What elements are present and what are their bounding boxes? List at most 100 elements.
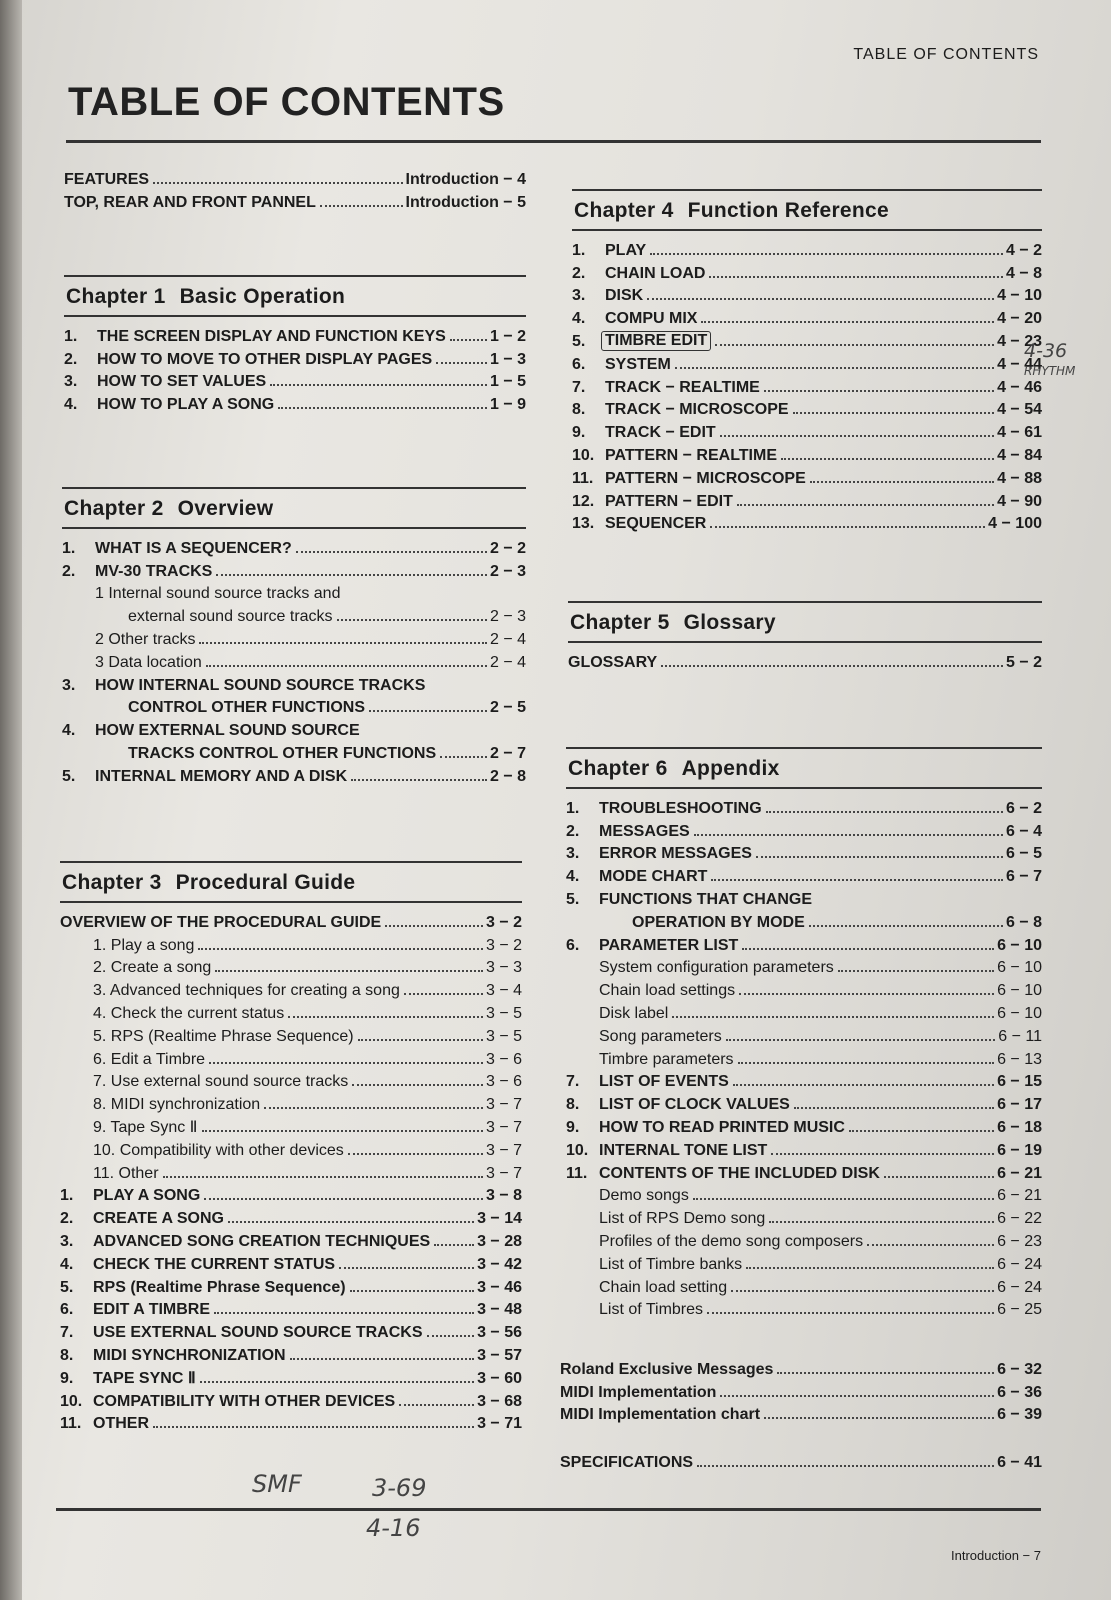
toc-entry[interactable]: 7. LIST OF EVENTS 6 − 15 (566, 1069, 1042, 1092)
toc-entry[interactable]: 9. HOW TO READ PRINTED MUSIC 6 − 18 (566, 1114, 1042, 1137)
toc-entry[interactable]: Profiles of the demo song composers 6 − 2… (566, 1228, 1042, 1251)
toc-entry[interactable]: Chain load setting 6 − 24 (566, 1274, 1042, 1297)
toc-entry[interactable]: MIDI Implementation 6 − 36 (560, 1379, 1042, 1402)
toc-entry[interactable]: 1. PLAY A SONG 3 − 8 (60, 1183, 522, 1206)
toc-entry[interactable]: List of Timbres 6 − 25 (566, 1297, 1042, 1320)
entry-label: CHAIN LOAD (605, 264, 706, 282)
toc-entry[interactable]: 4. MODE CHART 6 − 7 (566, 863, 1042, 886)
toc-entry[interactable]: 5. INTERNAL MEMORY AND A DISK 2 − 8 (62, 763, 526, 786)
toc-entry[interactable]: FEATURES Introduction − 4 (64, 166, 526, 189)
toc-entry[interactable]: external sound source tracks 2 − 3 (62, 603, 526, 626)
dot-leader (205, 664, 487, 667)
toc-entry[interactable]: 12. PATTERN − EDIT 4 − 90 (572, 488, 1042, 511)
toc-entry[interactable]: 10. PATTERN − REALTIME 4 − 84 (572, 442, 1042, 465)
entry-label: 3. Advanced techniques for creating a so… (93, 982, 400, 1000)
toc-entry[interactable]: 10. Compatibility with other devices 3 − … (60, 1137, 522, 1160)
entry-page: 4 − 8 (1005, 264, 1042, 282)
entry-label: Demo songs (599, 1187, 689, 1205)
toc-entry[interactable]: 7. TRACK − REALTIME 4 − 46 (572, 374, 1042, 397)
toc-entry[interactable]: 10. COMPATIBILITY WITH OTHER DEVICES 3 − 6… (60, 1388, 522, 1411)
toc-entry[interactable]: 10. INTERNAL TONE LIST 6 − 19 (566, 1137, 1042, 1160)
toc-entry[interactable]: 9. Tape Sync Ⅱ 3 − 7 (60, 1114, 522, 1137)
toc-entry[interactable]: 4. CHECK THE CURRENT STATUS 3 − 42 (60, 1251, 522, 1274)
toc-entry[interactable]: TOP, REAR AND FRONT PANNEL Introduction −… (64, 189, 526, 212)
toc-entry[interactable]: 6. EDIT A TIMBRE 3 − 48 (60, 1297, 522, 1320)
toc-entry[interactable]: System configuration parameters 6 − 10 (566, 955, 1042, 978)
toc-entry[interactable]: 4. Check the current status 3 − 5 (60, 1000, 522, 1023)
toc-entry[interactable]: 1. THE SCREEN DISPLAY AND FUNCTION KEYS 1 … (64, 323, 526, 346)
toc-entry[interactable]: 2. Create a song 3 − 3 (60, 955, 522, 978)
toc-entry[interactable]: List of Timbre banks 6 − 24 (566, 1251, 1042, 1274)
toc-entry[interactable]: 3. HOW INTERNAL SOUND SOURCE TRACKS (62, 672, 526, 695)
entry-number: 4. (62, 722, 76, 740)
toc-entry[interactable]: 3. HOW TO SET VALUES 1 − 5 (64, 369, 526, 392)
entry-page: 4 − 20 (997, 310, 1042, 328)
toc-entry[interactable]: 11. CONTENTS OF THE INCLUDED DISK 6 − 21 (566, 1160, 1042, 1183)
section-rule (60, 861, 522, 863)
toc-entry[interactable]: 8. MIDI synchronization 3 − 7 (60, 1091, 522, 1114)
toc-entry[interactable]: 13. SEQUENCER 4 − 100 (572, 511, 1042, 534)
toc-entry[interactable]: 5. TIMBRE EDIT 4 − 23 (572, 328, 1042, 351)
toc-entry[interactable]: 2. CHAIN LOAD 4 − 8 (572, 260, 1042, 283)
toc-entry[interactable]: 1 Internal sound source tracks and (62, 581, 526, 604)
toc-entry[interactable]: 3. ERROR MESSAGES 6 − 5 (566, 841, 1042, 864)
toc-entry[interactable]: 5. RPS (Realtime Phrase Sequence) 3 − 46 (60, 1274, 522, 1297)
toc-entry[interactable]: OVERVIEW OF THE PROCEDURAL GUIDE 3 − 2 (60, 909, 522, 932)
dot-leader (209, 1061, 483, 1064)
toc-entry[interactable]: 5. RPS (Realtime Phrase Sequence) 3 − 5 (60, 1023, 522, 1046)
toc-entry[interactable]: 4. COMPU MIX 4 − 20 (572, 305, 1042, 328)
toc-entry[interactable]: TRACKS CONTROL OTHER FUNCTIONS 2 − 7 (62, 740, 526, 763)
toc-entry[interactable]: 2 Other tracks 2 − 4 (62, 626, 526, 649)
toc-entry[interactable]: Disk label 6 − 10 (566, 1000, 1042, 1023)
toc-entry[interactable]: OPERATION BY MODE 6 − 8 (566, 909, 1042, 932)
toc-entry[interactable]: 4. HOW EXTERNAL SOUND SOURCE (62, 717, 526, 740)
toc-entry[interactable]: 1. Play a song 3 − 2 (60, 932, 522, 955)
toc-entry[interactable]: MIDI Implementation chart 6 − 39 (560, 1402, 1042, 1425)
toc-entry[interactable]: 2. CREATE A SONG 3 − 14 (60, 1205, 522, 1228)
dot-leader (764, 1417, 995, 1420)
toc-entry[interactable]: GLOSSARY 5 − 2 (568, 649, 1042, 672)
toc-entry[interactable]: Roland Exclusive Messages 6 − 32 (560, 1356, 1042, 1379)
toc-entry[interactable]: 4. HOW TO PLAY A SONG 1 − 9 (64, 391, 526, 414)
toc-entry[interactable]: 7. USE EXTERNAL SOUND SOURCE TRACKS 3 − 56 (60, 1319, 522, 1342)
entry-page: 2 − 5 (489, 699, 526, 717)
toc-entry[interactable]: 8. MIDI SYNCHRONIZATION 3 − 57 (60, 1342, 522, 1365)
toc-entry[interactable]: 11. Other 3 − 7 (60, 1160, 522, 1183)
toc-entry[interactable]: 6. SYSTEM 4 − 44 (572, 351, 1042, 374)
toc-entry[interactable]: 3. ADVANCED SONG CREATION TECHNIQUES 3 − 2… (60, 1228, 522, 1251)
toc-entry[interactable]: 8. LIST OF CLOCK VALUES 6 − 17 (566, 1091, 1042, 1114)
toc-entry[interactable]: Demo songs 6 − 21 (566, 1183, 1042, 1206)
toc-entry[interactable]: 3. Advanced techniques for creating a so… (60, 977, 522, 1000)
toc-entry[interactable]: 1. TROUBLESHOOTING 6 − 2 (566, 795, 1042, 818)
toc-entry[interactable]: 9. TRACK − EDIT 4 − 61 (572, 419, 1042, 442)
toc-entry[interactable]: CONTROL OTHER FUNCTIONS 2 − 5 (62, 695, 526, 718)
toc-entry[interactable]: List of RPS Demo song 6 − 22 (566, 1205, 1042, 1228)
toc-entry[interactable]: 6. PARAMETER LIST 6 − 10 (566, 932, 1042, 955)
entry-label: ERROR MESSAGES (599, 845, 752, 863)
toc-entry[interactable]: 9. TAPE SYNC Ⅱ 3 − 60 (60, 1365, 522, 1388)
toc-entry[interactable]: 11. PATTERN − MICROSCOPE 4 − 88 (572, 465, 1042, 488)
entry-page: 4 − 100 (988, 515, 1042, 533)
toc-entry[interactable]: 3. DISK 4 − 10 (572, 283, 1042, 306)
entry-label: INTERNAL TONE LIST (599, 1141, 768, 1159)
toc-entry[interactable]: 6. Edit a Timbre 3 − 6 (60, 1046, 522, 1069)
entry-page: 6 − 2 (1005, 799, 1042, 817)
toc-entry[interactable]: Chain load settings 6 − 10 (566, 977, 1042, 1000)
toc-entry[interactable]: 1. PLAY 4 − 2 (572, 237, 1042, 260)
toc-entry[interactable]: 8. TRACK − MICROSCOPE 4 − 54 (572, 397, 1042, 420)
toc-entry[interactable]: 2. MESSAGES 6 − 4 (566, 818, 1042, 841)
dot-leader (352, 1084, 483, 1087)
toc-entry[interactable]: 2. MV-30 TRACKS 2 − 3 (62, 558, 526, 581)
entry-page: 6 − 8 (1005, 913, 1042, 931)
toc-entry[interactable]: 5. FUNCTIONS THAT CHANGE (566, 886, 1042, 909)
dot-leader (215, 970, 483, 973)
toc-entry[interactable]: 11. OTHER 3 − 71 (60, 1411, 522, 1434)
toc-entry[interactable]: Timbre parameters 6 − 13 (566, 1046, 1042, 1069)
toc-entry[interactable]: Song parameters 6 − 11 (566, 1023, 1042, 1046)
toc-entry[interactable]: 1. WHAT IS A SEQUENCER? 2 − 2 (62, 535, 526, 558)
toc-entry[interactable]: 7. Use external sound source tracks 3 − 6 (60, 1069, 522, 1092)
entry-label: 1. Play a song (93, 936, 195, 954)
toc-entry[interactable]: 2. HOW TO MOVE TO OTHER DISPLAY PAGES 1 − … (64, 346, 526, 369)
toc-entry[interactable]: 3 Data location 2 − 4 (62, 649, 526, 672)
toc-entry[interactable]: SPECIFICATIONS 6 − 41 (560, 1449, 1042, 1472)
